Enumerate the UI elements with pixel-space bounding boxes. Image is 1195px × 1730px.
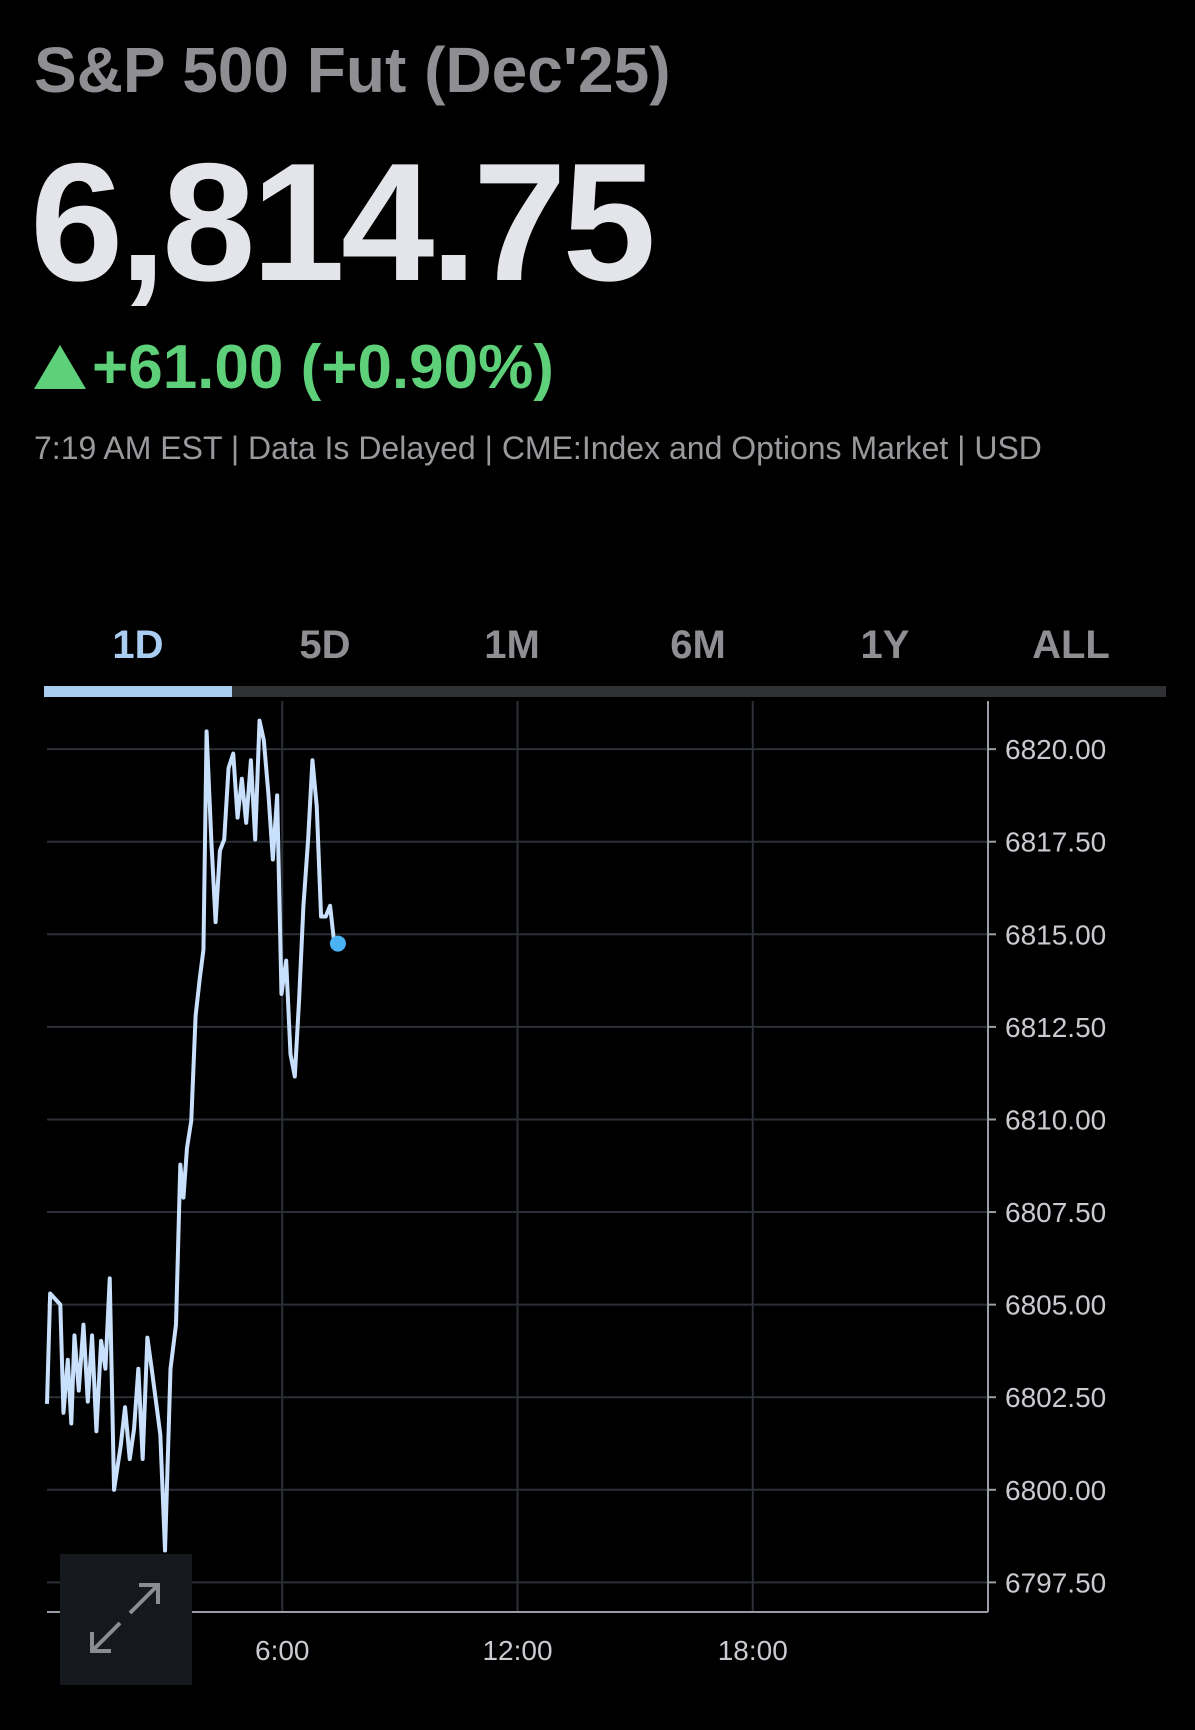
tab-indicator xyxy=(44,686,232,697)
tab-track xyxy=(44,686,1166,697)
y-tick-label: 6805.00 xyxy=(1005,1290,1106,1321)
price: 6,814.75 xyxy=(30,128,652,316)
price-line xyxy=(45,718,339,1553)
tab[interactable]: 1M xyxy=(484,623,540,667)
y-tick-label: 6810.00 xyxy=(1005,1104,1106,1135)
tab[interactable]: ALL xyxy=(1032,623,1110,667)
x-tick-label: 18:00 xyxy=(718,1635,788,1666)
y-tick-label: 6800.00 xyxy=(1005,1475,1106,1506)
tab[interactable]: 1Y xyxy=(861,623,910,667)
x-tick-label: 12:00 xyxy=(482,1635,552,1666)
info-line: 7:19 AM EST | Data Is Delayed | CME:Inde… xyxy=(34,430,1042,466)
y-tick-label: 6812.50 xyxy=(1005,1012,1106,1043)
y-tick-label: 6815.00 xyxy=(1005,919,1106,950)
tab[interactable]: 5D xyxy=(299,623,350,667)
expand-button[interactable] xyxy=(60,1554,192,1685)
expand-icon xyxy=(90,1583,160,1653)
x-tick-label: 6:00 xyxy=(255,1635,310,1666)
y-tick-label: 6820.00 xyxy=(1005,734,1106,765)
tab[interactable]: 1D xyxy=(112,623,163,667)
up-arrow xyxy=(34,345,86,389)
y-tick-label: 6802.50 xyxy=(1005,1382,1106,1413)
last-point xyxy=(329,935,346,952)
y-tick-label: 6797.50 xyxy=(1005,1567,1106,1598)
y-tick-label: 6807.50 xyxy=(1005,1197,1106,1228)
tab[interactable]: 6M xyxy=(670,623,726,667)
title: S&P 500 Fut (Dec'25) xyxy=(34,34,671,106)
change: +61.00 (+0.90%) xyxy=(92,333,554,402)
y-tick-label: 6817.50 xyxy=(1005,827,1106,858)
